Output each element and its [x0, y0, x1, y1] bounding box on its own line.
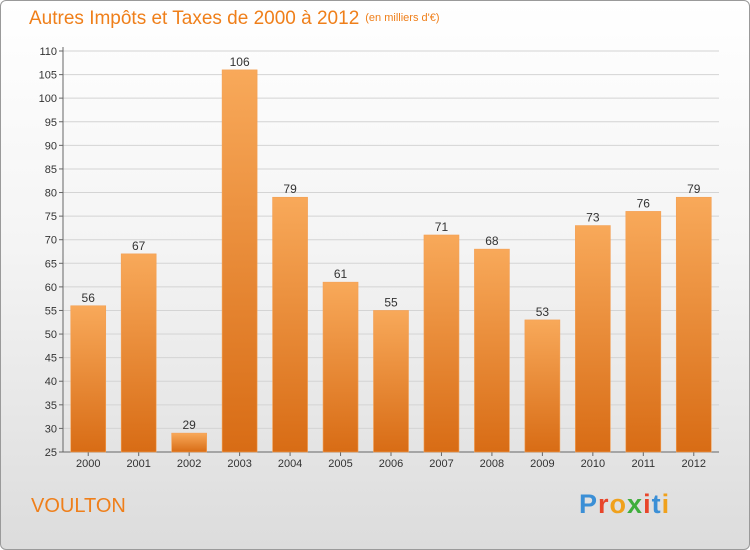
x-tick-label: 2000: [76, 458, 100, 470]
y-tick-label: 65: [45, 258, 57, 270]
bar-2012: [675, 196, 712, 453]
value-label-2007: 71: [435, 220, 449, 234]
x-tick-label: 2011: [631, 458, 655, 470]
bar-2006: [373, 310, 409, 453]
value-label-2010: 73: [586, 211, 600, 225]
x-tick-label: 2006: [379, 458, 403, 470]
x-tick-label: 2010: [581, 458, 605, 470]
x-tick-label: 2002: [177, 458, 201, 470]
x-tick-label: 2003: [227, 458, 251, 470]
y-tick-label: 25: [45, 447, 57, 459]
value-label-2012: 79: [687, 182, 701, 196]
logo-letter: x: [627, 489, 644, 519]
value-label-2009: 53: [536, 305, 550, 319]
x-tick-label: 2009: [530, 458, 554, 470]
bar-2011: [625, 211, 662, 453]
bar-2008: [474, 248, 510, 453]
bar-2009: [524, 319, 561, 453]
logo-letter: r: [598, 489, 610, 519]
bar-2002: [171, 432, 207, 453]
y-tick-label: 90: [45, 140, 57, 152]
bar-2000: [70, 305, 107, 453]
value-label-2000: 56: [82, 291, 96, 305]
value-label-2006: 55: [384, 295, 398, 309]
commune-name: VOULTON: [31, 495, 126, 517]
logo-letter: P: [579, 489, 599, 519]
value-label-2004: 79: [283, 182, 297, 196]
y-tick-label: 35: [45, 400, 57, 412]
bar-2005: [322, 281, 359, 453]
chart-title-text: Autres Impôts et Taxes de 2000 à 2012: [29, 8, 360, 29]
bar-2010: [575, 225, 611, 453]
y-tick-label: 70: [45, 235, 57, 247]
bars: [70, 69, 712, 453]
x-tick-label: 2005: [328, 458, 352, 470]
bar-2003: [221, 69, 258, 453]
value-label-2003: 106: [230, 55, 250, 69]
x-tick-label: 2007: [429, 458, 453, 470]
x-tick-label: 2008: [480, 458, 504, 470]
y-tick-label: 75: [45, 211, 57, 223]
chart-unit: (en milliers d'€): [365, 12, 440, 24]
logo-letter: i: [661, 489, 671, 519]
x-tick-label: 2012: [682, 458, 706, 470]
bar-2007: [423, 234, 460, 453]
value-label-2001: 67: [132, 239, 146, 253]
y-tick-label: 45: [45, 353, 57, 365]
x-tick-label: 2001: [126, 458, 150, 470]
bar-2004: [272, 196, 308, 453]
y-tick-label: 80: [45, 188, 57, 200]
y-tick-label: 110: [39, 46, 57, 58]
y-tick-label: 30: [45, 423, 57, 435]
y-tick-label: 100: [39, 93, 57, 105]
y-tick-label: 40: [45, 376, 57, 388]
value-label-2005: 61: [334, 267, 348, 281]
proxiti-logo: Proxiti: [579, 489, 670, 520]
value-label-2011: 76: [637, 196, 651, 210]
y-tick-label: 50: [45, 329, 57, 341]
value-label-2008: 68: [485, 234, 499, 248]
value-label-2002: 29: [182, 418, 196, 432]
logo-letter: i: [643, 489, 652, 519]
y-tick-label: 85: [45, 164, 57, 176]
bar-2001: [120, 253, 157, 453]
y-tick-label: 105: [39, 70, 57, 82]
labels: 25 30 35 40 45 50 55 60 65 70 75 80 85 90 95 100 105 110 5…: [39, 46, 706, 470]
logo-letter: o: [609, 489, 628, 519]
logo-letter: t: [651, 489, 662, 519]
y-tick-label: 95: [45, 117, 57, 129]
y-tick-label: 55: [45, 305, 57, 317]
chart-title: Autres Impôts et Taxes de 2000 à 2012 (en…: [29, 8, 440, 30]
y-tick-label: 60: [45, 282, 57, 294]
x-tick-label: 2004: [278, 458, 302, 470]
